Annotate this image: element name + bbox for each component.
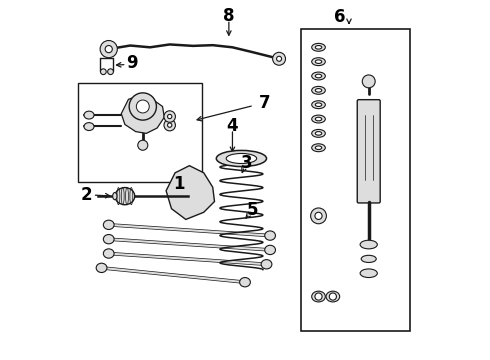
Ellipse shape [312,86,325,94]
Text: 4: 4 [227,117,238,135]
Ellipse shape [261,260,272,269]
Text: 8: 8 [223,7,235,25]
Ellipse shape [103,249,114,258]
Ellipse shape [315,132,322,135]
Text: 6: 6 [334,8,346,26]
Ellipse shape [315,117,322,121]
Ellipse shape [103,220,114,229]
Ellipse shape [312,58,325,66]
Text: 7: 7 [259,94,270,112]
Ellipse shape [315,60,322,63]
Circle shape [311,208,326,224]
Ellipse shape [315,103,322,107]
Ellipse shape [113,193,117,200]
Ellipse shape [360,269,377,278]
Bar [300,30,410,330]
Ellipse shape [312,291,325,302]
Ellipse shape [84,123,94,131]
Ellipse shape [312,72,325,80]
Circle shape [105,45,112,53]
Circle shape [362,75,375,88]
Ellipse shape [96,263,107,273]
Circle shape [164,120,175,131]
Text: 2: 2 [81,186,92,204]
Ellipse shape [312,43,325,51]
Ellipse shape [361,255,376,262]
Circle shape [168,123,172,127]
Circle shape [138,140,148,150]
Circle shape [276,56,282,61]
Text: 9: 9 [126,54,138,72]
Ellipse shape [312,101,325,109]
Circle shape [168,114,172,119]
Ellipse shape [240,278,250,287]
Circle shape [329,293,337,300]
Ellipse shape [103,234,114,244]
Circle shape [136,100,149,113]
Text: 5: 5 [247,202,259,220]
Ellipse shape [265,231,275,240]
Ellipse shape [312,115,325,123]
Circle shape [164,111,175,122]
Ellipse shape [312,130,325,137]
Ellipse shape [315,89,322,92]
Ellipse shape [84,111,94,119]
Circle shape [100,69,106,75]
Circle shape [315,293,322,300]
Ellipse shape [216,150,267,167]
Circle shape [100,41,117,58]
Ellipse shape [315,74,322,78]
Bar [78,83,202,182]
Ellipse shape [312,144,325,152]
Ellipse shape [360,240,377,249]
Circle shape [129,93,156,120]
Text: 1: 1 [173,175,184,193]
Ellipse shape [326,291,340,302]
Ellipse shape [265,245,275,255]
Ellipse shape [115,188,135,205]
Circle shape [315,212,322,220]
Ellipse shape [226,153,257,163]
Text: 3: 3 [241,154,253,172]
Ellipse shape [315,45,322,49]
Circle shape [272,52,286,65]
Circle shape [108,69,113,75]
Polygon shape [122,96,164,134]
Polygon shape [166,166,215,220]
Ellipse shape [315,146,322,149]
FancyBboxPatch shape [357,100,380,203]
